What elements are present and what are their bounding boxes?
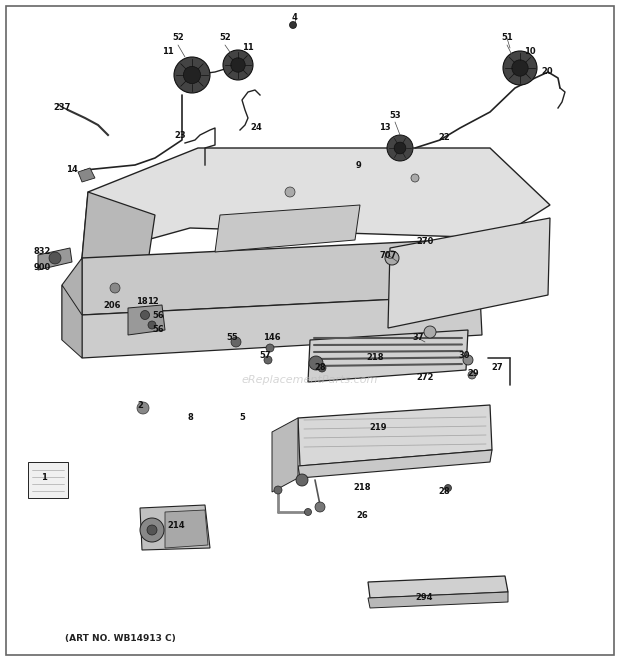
Circle shape bbox=[394, 142, 406, 154]
Text: 30: 30 bbox=[458, 350, 470, 360]
Circle shape bbox=[385, 251, 399, 265]
Polygon shape bbox=[78, 168, 95, 182]
Text: 37: 37 bbox=[412, 334, 423, 342]
Circle shape bbox=[411, 174, 419, 182]
Text: 55: 55 bbox=[226, 334, 238, 342]
Text: 23: 23 bbox=[174, 130, 186, 139]
Circle shape bbox=[424, 326, 436, 338]
Circle shape bbox=[49, 252, 61, 264]
Circle shape bbox=[512, 60, 528, 76]
Circle shape bbox=[231, 337, 241, 347]
Text: 56: 56 bbox=[152, 325, 164, 334]
Circle shape bbox=[137, 402, 149, 414]
Text: 29: 29 bbox=[467, 368, 479, 377]
Text: 11: 11 bbox=[162, 48, 174, 56]
Text: 57: 57 bbox=[259, 350, 271, 360]
Circle shape bbox=[463, 355, 473, 365]
Text: 1: 1 bbox=[41, 473, 47, 483]
Text: 52: 52 bbox=[172, 34, 184, 42]
Circle shape bbox=[309, 356, 323, 370]
Polygon shape bbox=[298, 450, 492, 478]
Text: 272: 272 bbox=[416, 373, 434, 383]
Circle shape bbox=[503, 51, 537, 85]
Polygon shape bbox=[165, 510, 208, 548]
Text: 294: 294 bbox=[415, 594, 433, 602]
Polygon shape bbox=[128, 305, 165, 335]
Polygon shape bbox=[82, 238, 490, 315]
Circle shape bbox=[274, 486, 282, 494]
Polygon shape bbox=[38, 248, 72, 270]
Circle shape bbox=[110, 283, 120, 293]
Text: 707: 707 bbox=[379, 251, 397, 260]
Circle shape bbox=[304, 508, 311, 516]
Circle shape bbox=[468, 371, 476, 379]
Text: 9: 9 bbox=[355, 161, 361, 169]
Polygon shape bbox=[298, 405, 492, 466]
Text: 4: 4 bbox=[292, 13, 298, 22]
Circle shape bbox=[266, 344, 274, 352]
Circle shape bbox=[445, 485, 451, 492]
Text: 13: 13 bbox=[379, 124, 391, 132]
Text: 51: 51 bbox=[501, 34, 513, 42]
Polygon shape bbox=[308, 330, 468, 382]
Circle shape bbox=[315, 502, 325, 512]
Text: 218: 218 bbox=[353, 483, 371, 492]
Circle shape bbox=[387, 135, 413, 161]
Circle shape bbox=[147, 525, 157, 535]
Polygon shape bbox=[368, 592, 508, 608]
Text: 900: 900 bbox=[33, 264, 51, 272]
Text: 5: 5 bbox=[239, 414, 245, 422]
Circle shape bbox=[318, 364, 326, 372]
Text: 218: 218 bbox=[366, 354, 384, 362]
Text: 56: 56 bbox=[152, 311, 164, 321]
Text: 214: 214 bbox=[167, 520, 185, 529]
Circle shape bbox=[140, 518, 164, 542]
Polygon shape bbox=[140, 505, 210, 550]
Text: 28: 28 bbox=[314, 364, 326, 373]
Text: eReplacementParts.com: eReplacementParts.com bbox=[242, 375, 378, 385]
Text: (ART NO. WB14913 C): (ART NO. WB14913 C) bbox=[64, 633, 175, 642]
Text: 12: 12 bbox=[147, 297, 159, 307]
Polygon shape bbox=[62, 285, 82, 358]
Text: 18: 18 bbox=[136, 297, 148, 307]
Text: 22: 22 bbox=[438, 134, 450, 143]
Text: 52: 52 bbox=[219, 34, 231, 42]
Text: 11: 11 bbox=[242, 44, 254, 52]
Text: 27: 27 bbox=[491, 364, 503, 373]
Text: 8: 8 bbox=[187, 414, 193, 422]
Circle shape bbox=[264, 356, 272, 364]
Circle shape bbox=[184, 66, 201, 84]
Circle shape bbox=[285, 187, 295, 197]
Polygon shape bbox=[272, 418, 298, 492]
Text: 53: 53 bbox=[389, 110, 401, 120]
Circle shape bbox=[174, 57, 210, 93]
Polygon shape bbox=[215, 205, 360, 252]
Circle shape bbox=[290, 22, 296, 28]
Circle shape bbox=[223, 50, 253, 80]
Text: 26: 26 bbox=[356, 510, 368, 520]
Text: 28: 28 bbox=[438, 488, 450, 496]
Text: 146: 146 bbox=[263, 334, 281, 342]
Text: 10: 10 bbox=[524, 48, 536, 56]
Text: 832: 832 bbox=[33, 247, 51, 256]
Text: 270: 270 bbox=[416, 237, 433, 247]
Circle shape bbox=[296, 474, 308, 486]
Circle shape bbox=[141, 311, 149, 319]
Text: 14: 14 bbox=[66, 165, 78, 175]
Polygon shape bbox=[388, 218, 550, 328]
Polygon shape bbox=[62, 258, 82, 340]
Polygon shape bbox=[28, 462, 68, 498]
Text: 2: 2 bbox=[137, 401, 143, 410]
Polygon shape bbox=[82, 148, 550, 258]
Text: 20: 20 bbox=[541, 67, 553, 77]
Text: 24: 24 bbox=[250, 124, 262, 132]
Polygon shape bbox=[368, 576, 508, 598]
Circle shape bbox=[231, 58, 245, 72]
Text: 219: 219 bbox=[370, 424, 387, 432]
Text: 206: 206 bbox=[104, 301, 121, 309]
Circle shape bbox=[148, 321, 156, 329]
Polygon shape bbox=[82, 295, 482, 358]
Text: 237: 237 bbox=[53, 104, 71, 112]
Polygon shape bbox=[82, 192, 155, 282]
